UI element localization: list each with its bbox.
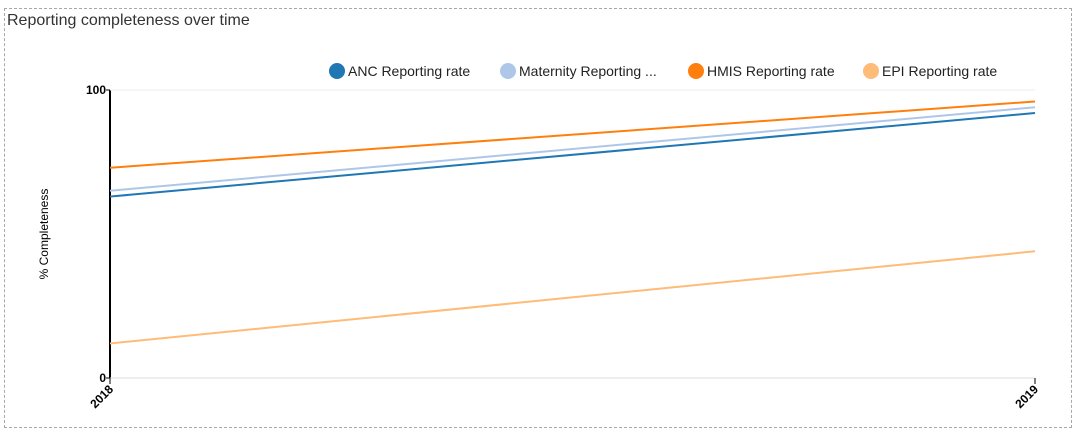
legend-swatch	[688, 63, 704, 79]
legend-swatch	[500, 63, 516, 79]
y-axis-label: % Completeness	[37, 189, 51, 280]
legend-item[interactable]: Maternity Reporting ...	[500, 63, 657, 79]
y-tick-label: 100	[86, 83, 106, 97]
legend-swatch	[863, 63, 879, 79]
legend-label: ANC Reporting rate	[348, 63, 470, 79]
legend-item[interactable]: HMIS Reporting rate	[688, 63, 835, 79]
legend: ANC Reporting rate Maternity Reporting ..…	[329, 63, 997, 79]
series-line	[110, 102, 1035, 168]
legend-swatch	[329, 63, 345, 79]
series-line	[110, 113, 1035, 197]
series-lines	[110, 102, 1035, 344]
legend-label: Maternity Reporting ...	[519, 63, 657, 79]
x-ticks: 2018 2019	[87, 378, 1041, 411]
legend-label: EPI Reporting rate	[882, 63, 997, 79]
legend-label: HMIS Reporting rate	[707, 63, 835, 79]
x-tick-label: 2019	[1012, 382, 1041, 411]
series-line	[110, 107, 1035, 191]
x-tick-label: 2018	[87, 382, 116, 411]
legend-item[interactable]: ANC Reporting rate	[329, 63, 470, 79]
series-line	[110, 251, 1035, 343]
legend-item[interactable]: EPI Reporting rate	[863, 63, 997, 79]
